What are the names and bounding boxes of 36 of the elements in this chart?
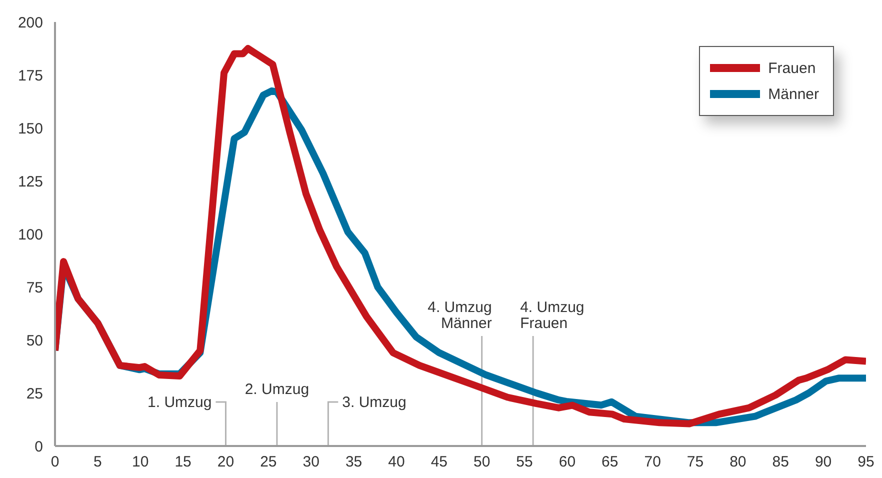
ref-line-label: 4. Umzug Männer xyxy=(428,299,492,332)
x-tick-label: 45 xyxy=(430,454,448,471)
ref-line-label: 2. Umzug xyxy=(244,381,310,398)
x-tick-label: 60 xyxy=(558,454,576,471)
x-tick-label: 55 xyxy=(516,454,533,471)
x-tick-label: 25 xyxy=(260,454,277,471)
y-tick-label: 175 xyxy=(18,67,43,84)
x-tick-label: 5 xyxy=(94,454,102,471)
ref-line-label: 3. Umzug xyxy=(342,394,406,411)
legend-label: Männer xyxy=(768,86,819,102)
x-tick-label: 90 xyxy=(814,454,832,471)
x-tick-label: 15 xyxy=(174,454,192,471)
x-tick-label: 20 xyxy=(217,454,234,471)
y-tick-label: 150 xyxy=(18,120,43,138)
legend-label: Frauen xyxy=(768,60,816,76)
x-tick-label: 50 xyxy=(474,454,490,471)
y-tick-label: 50 xyxy=(26,332,43,350)
x-tick-label: 75 xyxy=(686,454,704,471)
x-tick-label: 70 xyxy=(644,454,661,471)
x-tick-label: 95 xyxy=(858,454,874,471)
x-tick-label: 35 xyxy=(345,454,362,471)
x-tick-label: 40 xyxy=(388,454,405,471)
y-tick-label: 0 xyxy=(34,438,43,456)
y-tick-label: 125 xyxy=(18,173,43,190)
x-tick-label: 0 xyxy=(50,454,60,471)
y-tick-label: 75 xyxy=(26,279,43,296)
x-tick-label: 30 xyxy=(302,454,320,471)
y-tick-label: 100 xyxy=(18,226,43,244)
y-tick-label: 25 xyxy=(26,385,43,402)
x-tick-label: 10 xyxy=(132,454,149,471)
x-tick-label: 65 xyxy=(602,454,618,471)
x-tick-label: 80 xyxy=(730,454,746,471)
ref-line-label: 4. Umzug Frauen xyxy=(520,299,584,332)
y-tick-label: 200 xyxy=(18,14,43,32)
x-tick-label: 85 xyxy=(772,454,789,471)
ref-line-label: 1. Umzug xyxy=(148,394,212,411)
